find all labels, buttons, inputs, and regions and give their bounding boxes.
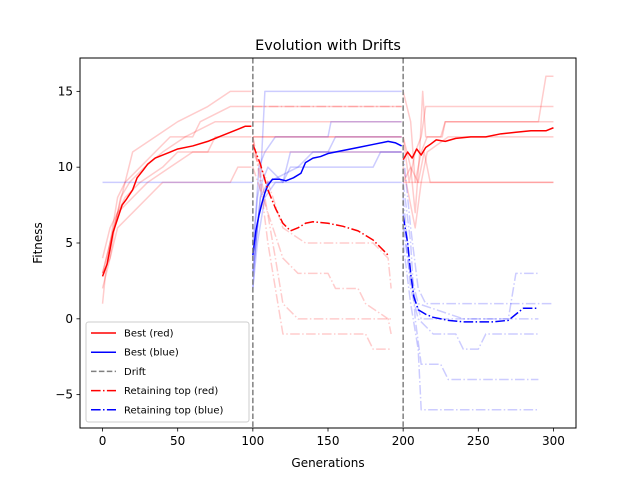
x-tick-label: 0 <box>99 434 107 448</box>
x-tick-label: 150 <box>317 434 340 448</box>
run-series-line <box>101 105 252 274</box>
legend: Best (red) Best (blue) Drift Retaining top … <box>85 321 250 423</box>
x-tick-label: 250 <box>467 434 490 448</box>
series-line-best-red <box>402 127 554 160</box>
run-series-line <box>402 75 554 184</box>
x-tick-label: 300 <box>542 434 565 448</box>
run-series-line <box>402 151 554 305</box>
y-tick-label: 0 <box>65 312 73 326</box>
run-series-line <box>252 181 402 289</box>
series-line-retaining-top-blue <box>402 215 539 323</box>
x-axis-label: Generations <box>291 456 364 470</box>
plot-area <box>101 58 554 428</box>
run-series-line <box>402 197 539 320</box>
x-tick-label: 200 <box>392 434 415 448</box>
y-tick-label: 15 <box>58 84 73 98</box>
legend-box <box>85 321 250 423</box>
legend-label: Drift <box>124 367 146 378</box>
legend-label: Best (blue) <box>124 348 179 359</box>
x-tick-label: 50 <box>170 434 185 448</box>
run-series-line <box>252 151 392 289</box>
run-series-line <box>252 136 392 350</box>
run-series-line <box>101 166 252 289</box>
y-tick-label: −5 <box>55 388 73 402</box>
series-line-best-blue <box>252 140 402 256</box>
run-series-line <box>402 227 539 320</box>
series-line-best-red <box>101 125 252 277</box>
y-tick-label: 5 <box>65 236 73 250</box>
run-series-line <box>402 90 554 214</box>
run-series-line <box>402 212 539 350</box>
series-line-retaining-top-red <box>252 144 389 256</box>
chart-title: Evolution with Drifts <box>255 38 401 54</box>
run-series-line <box>402 136 554 229</box>
run-series-line <box>252 90 402 259</box>
axis-ticks: 0 50 100 150 200 250 300 −5 0 5 10 15 <box>55 84 565 448</box>
y-tick-label: 10 <box>58 160 73 174</box>
legend-label: Retaining top (red) <box>124 386 218 397</box>
run-series-line <box>252 120 402 244</box>
legend-label: Best (red) <box>124 329 174 340</box>
run-series-line <box>101 136 252 259</box>
run-series-line <box>402 105 554 184</box>
run-series-line <box>402 242 539 411</box>
run-series-line <box>252 151 402 289</box>
legend-label: Retaining top (blue) <box>124 405 224 416</box>
run-series-line <box>101 120 252 274</box>
x-tick-label: 100 <box>241 434 264 448</box>
run-series-line <box>252 166 392 335</box>
y-axis-label: Fitness <box>31 222 45 264</box>
run-series-line <box>402 151 554 184</box>
run-series-line <box>402 182 539 381</box>
